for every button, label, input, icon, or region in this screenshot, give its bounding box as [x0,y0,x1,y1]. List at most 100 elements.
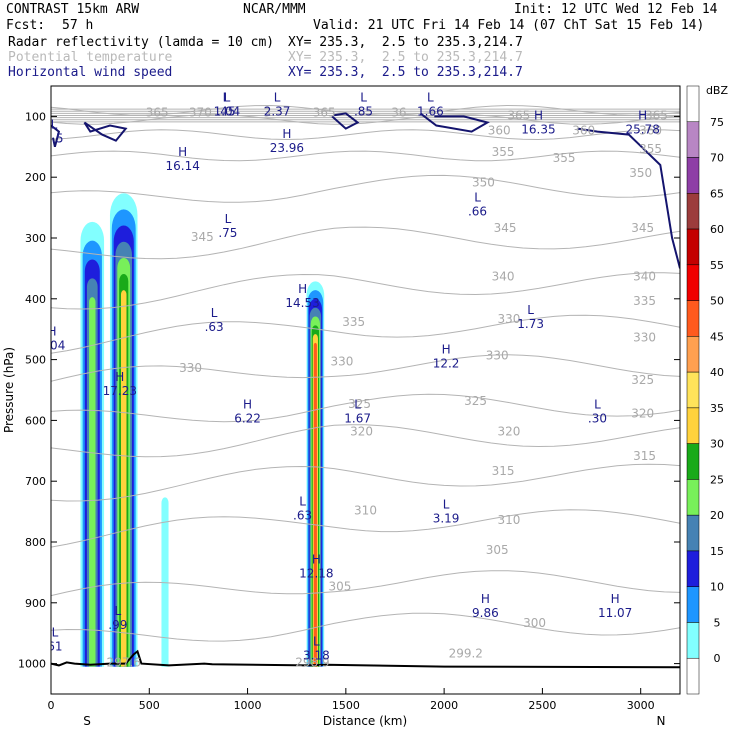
theta-label: 370 [189,105,212,119]
wind-extremum-value: 9.86 [472,606,499,620]
wind-extremum-type: L [223,90,230,104]
wind-extremum-value: 5.5 [44,132,63,146]
reflectivity-cell-2-5dbz [161,497,169,667]
wind-contour-3 [577,127,680,269]
wind-extremum-type: L [527,303,534,317]
colorbar-bin [686,407,700,444]
reflectivity-cells [80,193,325,667]
wind-extremum-value: 17.23 [103,384,137,398]
wind-contours [51,112,680,269]
colorbar-tick-label: 70 [710,152,724,165]
theta-label: 360 [572,124,595,138]
theta-label: 320 [631,406,654,420]
colorbar-unit: dBZ [706,84,729,97]
theta-contour-330 [51,354,680,382]
theta-label: 325 [631,373,654,387]
theta-contour-315 [51,463,680,502]
wind-extremum-type: L [224,90,231,104]
wind-extremum-type: H [47,324,56,338]
x-tick-label: 2000 [430,699,458,712]
theta-label: 315 [492,464,515,478]
theta-label: 3 [263,105,271,119]
theta-contour-335 [51,314,680,354]
colorbar-tick-label: 35 [710,402,724,415]
wind-extremum-value: 7.04 [39,338,66,352]
colorbar-tick-label: 5 [714,616,721,629]
theta-label: 305 [328,580,351,594]
y-axis-label: Pressure (hPa) [2,347,16,433]
wind-extremum-value: 1.73 [517,317,544,331]
theta-contour-350 [51,174,680,203]
theta-label: 297.6 [107,656,141,670]
y-tick-label: 800 [25,536,46,549]
theta-label: 298.9 [295,656,329,670]
wind-extremum-type: H [178,145,187,159]
colorbar-bin [686,85,700,123]
y-tick-label: 300 [25,232,46,245]
y-tick-label: 600 [25,414,46,427]
theta-label: 330 [486,349,509,363]
forecast-label: Fcst: [6,18,46,33]
theta-label: 315 [633,449,656,463]
wind-extremum-type: H [298,282,307,296]
x-tick-label: 0 [48,699,55,712]
colorbar-tick-label: 10 [710,581,724,594]
wind-extremum-value: 6.22 [234,411,261,425]
colorbar-tick-label: 50 [710,295,724,308]
x-tick-label: 1000 [234,699,262,712]
theta-label: 350 [472,175,495,189]
wind-extremum-value: .63 [205,320,224,334]
theta-contour-325 [51,393,680,423]
y-tick-label: 200 [25,171,46,184]
theta-label: 305 [486,543,509,557]
theta-label: 299.2 [449,647,483,661]
plot-frame [50,85,681,695]
theta-contour-340 [51,272,680,310]
theta-label: 320 [350,425,373,439]
wind-extremum-type: L [114,604,121,618]
institution-label: NCAR/MMM [243,2,306,17]
colorbar-bin [686,479,700,516]
theta-contour-365 [51,114,680,125]
theta-contour-310 [51,509,680,548]
wind-contour-0 [83,121,128,142]
wind-extremum-value: 12.2 [433,357,460,371]
x-axis-label: Distance (km) [323,714,407,728]
x-end-label-right: N [657,714,666,728]
wind-extremum-type: L [211,306,218,320]
field-xy-theta: XY= 235.3, 2.5 to 235.3,214.7 [288,50,523,65]
colorbar-bin [686,514,700,552]
axes: 100 200 300 400 500 600 700 800 900 1000 0 500 1000 1… [18,110,680,712]
colorbar-bin [686,193,700,230]
x-end-label-left: S [83,714,91,728]
colorbar-bin [686,657,700,695]
colorbar-bin [686,336,700,373]
theta-label: 365 [146,105,169,119]
reflectivity-cell-3-40dbz [313,342,317,667]
wind-contour-4 [51,124,61,148]
wind-extremum-type: H [442,343,451,357]
wind-extremum-value: .66 [468,205,487,219]
theta-label: 365 [645,108,668,122]
theta-contour-355 [51,150,680,162]
colorbar-tick-label: 25 [710,473,724,486]
theta-label: 330 [498,312,521,326]
theta-label: 325 [464,394,487,408]
colorbar-tick-label: 55 [710,259,724,272]
wind-extremum-type: L [52,625,59,639]
wind-extremum-value: 3.19 [433,512,460,526]
terrain-line [51,649,680,669]
theta-label: 355 [492,145,515,159]
theta-label: 330 [179,361,202,375]
wind-extremum-value: 25.78 [625,123,659,137]
theta-contour-360 [51,129,680,141]
x-tick-label: 3000 [627,699,655,712]
colorbar-tick-label: 15 [710,545,724,558]
colorbar-bin [686,228,700,266]
wind-extremum-value: 14.53 [285,296,319,310]
colorbar-tick-label: 60 [710,223,724,236]
theta-contours [51,104,680,642]
wind-extremum-type: L [443,498,450,512]
